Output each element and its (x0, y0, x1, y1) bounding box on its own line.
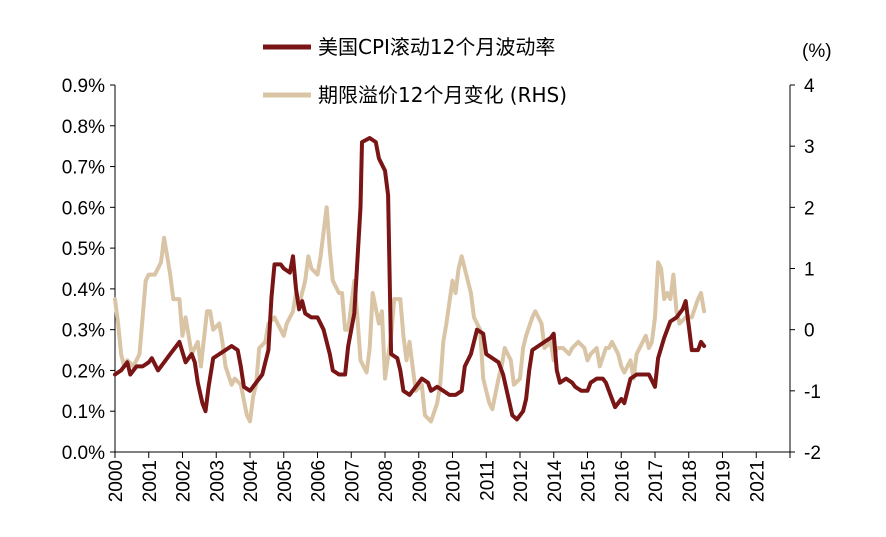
left-y-tick-label: 0.1% (62, 402, 105, 423)
x-tick-labels: 2000 2001 2002 2003 2004 2005 2006 2007 2008 2009… (106, 452, 791, 503)
left-y-tick-label: 0.4% (62, 280, 105, 301)
x-tick-label: 2000 (106, 460, 127, 502)
x-tick-label: 2018 (680, 460, 701, 502)
right-y-tick-label: 2 (804, 198, 815, 219)
x-tick-label: 2001 (140, 460, 161, 502)
right-axis-unit-label: (%) (802, 41, 832, 62)
series-line-cpi-volatility (113, 136, 707, 422)
left-y-tick-label: 0.9% (62, 76, 105, 97)
left-y-tick-label: 0.2% (62, 361, 105, 382)
right-y-tick-label: 3 (804, 137, 815, 158)
legend-label-cpi: 美国CPI滚动12个月波动率 (318, 35, 555, 59)
series-layer (113, 136, 707, 424)
left-y-tick-label: 0.7% (62, 158, 105, 179)
x-tick-label: 2005 (275, 460, 296, 502)
left-y-tick-label: 0.0% (62, 443, 105, 464)
legend-label-term-premium: 期限溢价12个月变化 (RHS) (318, 83, 567, 107)
x-tick-label: 2021 (747, 460, 768, 502)
left-y-tick-label: 0.6% (62, 198, 105, 219)
x-tick-label: 2011 (477, 460, 498, 501)
left-y-tick-labels: 0.0% 0.1% 0.2% 0.3% 0.4% 0.5% 0.6% 0.7% 0.8% 0.9% (62, 76, 115, 464)
right-y-tick-label: -1 (804, 382, 821, 403)
x-tick-label: 2003 (207, 460, 228, 502)
x-tick-label: 2002 (174, 460, 195, 502)
x-tick-label: 2016 (612, 460, 633, 502)
right-y-tick-label: 4 (804, 76, 815, 97)
x-tick-label: 2014 (545, 460, 566, 503)
series-line-term-premium (113, 205, 707, 424)
right-y-tick-label: 1 (804, 260, 815, 281)
x-tick-label: 2017 (646, 460, 667, 502)
x-tick-label: 2012 (511, 460, 532, 502)
x-tick-label: 2009 (410, 460, 431, 502)
left-y-tick-label: 0.5% (62, 239, 105, 260)
legend: 美国CPI滚动12个月波动率 期限溢价12个月变化 (RHS) (263, 35, 567, 107)
x-tick-label: 2007 (342, 460, 363, 502)
x-tick-label: 2008 (376, 460, 397, 502)
x-tick-label: 2010 (444, 460, 465, 502)
x-tick-label: 2015 (579, 460, 600, 502)
x-tick-label: 2004 (241, 460, 262, 503)
left-y-tick-label: 0.8% (62, 117, 105, 138)
x-tick-label: 2006 (309, 460, 330, 502)
right-y-tick-label: 0 (804, 321, 815, 342)
right-y-tick-labels: -2 -1 0 1 2 3 4 (790, 76, 821, 464)
chart-axes (114, 85, 791, 453)
right-y-tick-label: -2 (804, 443, 821, 464)
x-tick-label: 2019 (714, 460, 735, 502)
left-y-tick-label: 0.3% (62, 321, 105, 342)
